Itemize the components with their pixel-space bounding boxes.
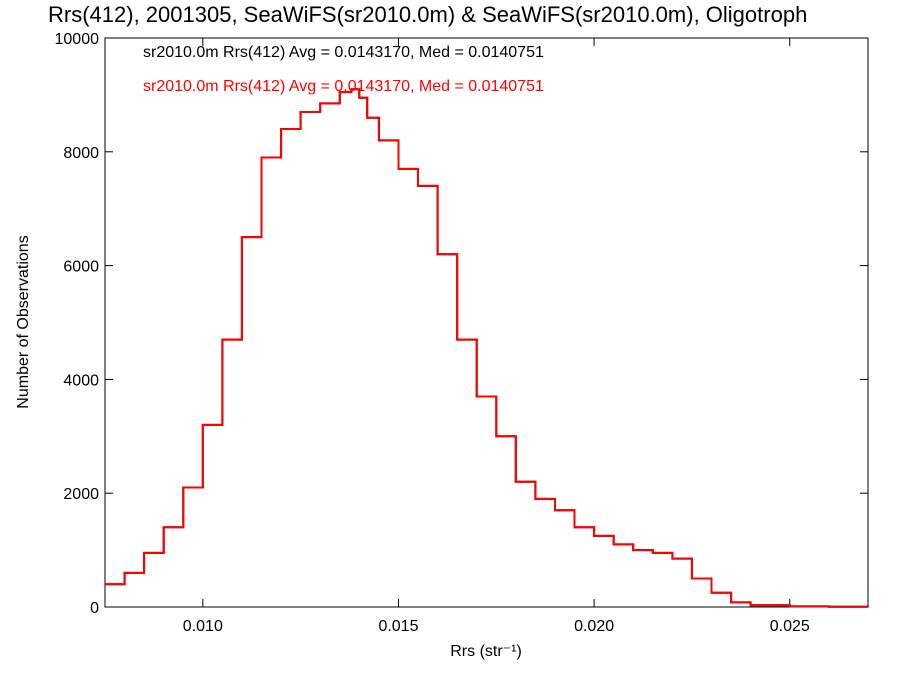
x-tick-label: 0.015 [378,618,418,635]
x-tick-label: 0.025 [770,618,810,635]
chart-title: Rrs(412), 2001305, SeaWiFS(sr2010.0m) & … [48,2,807,27]
plot-frame [104,37,869,608]
y-tick-label: 2000 [63,486,99,503]
series-layer [105,88,869,608]
x-axis-label: Rrs (str⁻¹) [450,643,522,660]
histogram-series-2 [105,88,869,608]
histogram-series-1 [105,88,869,608]
y-tick-label: 4000 [63,372,99,389]
x-tick-label: 0.010 [183,618,223,635]
annotation-series-1: sr2010.0m Rrs(412) Avg = 0.0143170, Med … [143,44,544,61]
y-tick-label: 6000 [63,259,99,276]
y-axis: 0 2000 4000 6000 8000 10000 [55,31,868,617]
y-tick-label: 0 [90,600,99,617]
y-tick-label: 10000 [55,31,100,48]
x-axis: 0.010 0.015 0.020 0.025 [183,38,810,635]
annotation-series-2: sr2010.0m Rrs(412) Avg = 0.0143170, Med … [143,78,544,95]
y-tick-label: 8000 [63,145,99,162]
x-tick-label: 0.020 [574,618,614,635]
y-axis-label: Number of Observations [15,235,32,408]
